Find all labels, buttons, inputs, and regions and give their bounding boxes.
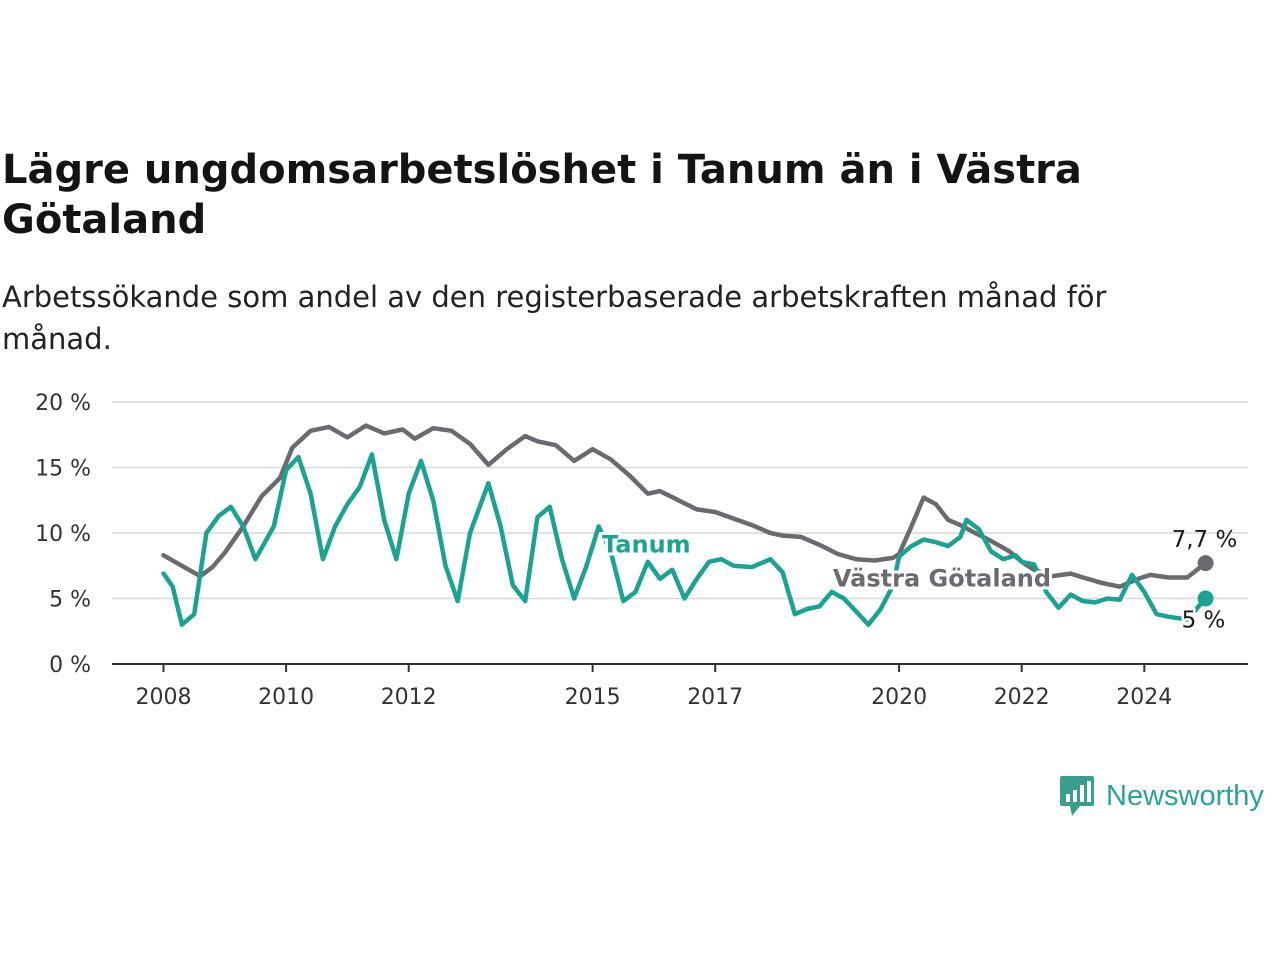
x-tick-label: 2024 bbox=[1116, 685, 1172, 710]
x-tick-label: 2015 bbox=[565, 685, 621, 710]
series-label-vastra-gotaland: Västra Götaland bbox=[833, 565, 1051, 593]
x-tick-label: 2020 bbox=[871, 685, 927, 710]
y-tick-label: 15 % bbox=[35, 457, 91, 482]
end-label-vastra-gotaland: 7,7 % bbox=[1172, 527, 1238, 553]
chart-title: Lägre ungdomsarbetslöshet i Tanum än i V… bbox=[2, 147, 1082, 243]
chart-subtitle: Arbetssökande som andel av den registerb… bbox=[2, 280, 1107, 356]
brand: Newsworthy bbox=[1058, 774, 1264, 818]
line-chart: 0 %5 %10 %15 %20 % 2008 2010 2012 2015 2017 2… bbox=[35, 391, 1248, 710]
end-label-tanum: 5 % bbox=[1182, 608, 1226, 634]
y-tick-label: 20 % bbox=[35, 391, 91, 416]
x-tick-label: 2012 bbox=[381, 685, 437, 710]
y-tick-label: 10 % bbox=[35, 522, 91, 547]
y-tick-label: 5 % bbox=[49, 588, 91, 613]
x-tick-label: 2010 bbox=[258, 685, 314, 710]
end-point-v-stra-g-taland bbox=[1197, 555, 1214, 572]
series-label-tanum: Tanum bbox=[602, 531, 691, 559]
series-lines bbox=[161, 423, 1214, 627]
y-tick-label: 0 % bbox=[49, 653, 91, 678]
series-line-v-stra-g-taland bbox=[161, 423, 1208, 589]
y-axis: 0 % 5 % 10 % 15 % 20 % bbox=[35, 391, 91, 678]
series-line-tanum bbox=[161, 452, 1208, 627]
newsworthy-logo-icon bbox=[1060, 776, 1094, 816]
brand-name: Newsworthy bbox=[1106, 779, 1264, 812]
x-tick-label: 2017 bbox=[687, 685, 743, 710]
x-tick-label: 2008 bbox=[136, 685, 192, 710]
series-labels: 7,7 % 5 % Tanum Västra Götaland bbox=[599, 527, 1238, 636]
x-tick-label: 2022 bbox=[994, 685, 1050, 710]
end-point-tanum bbox=[1197, 590, 1214, 607]
x-axis: 2008 2010 2012 2015 2017 2020 2022 2024 bbox=[136, 664, 1172, 710]
